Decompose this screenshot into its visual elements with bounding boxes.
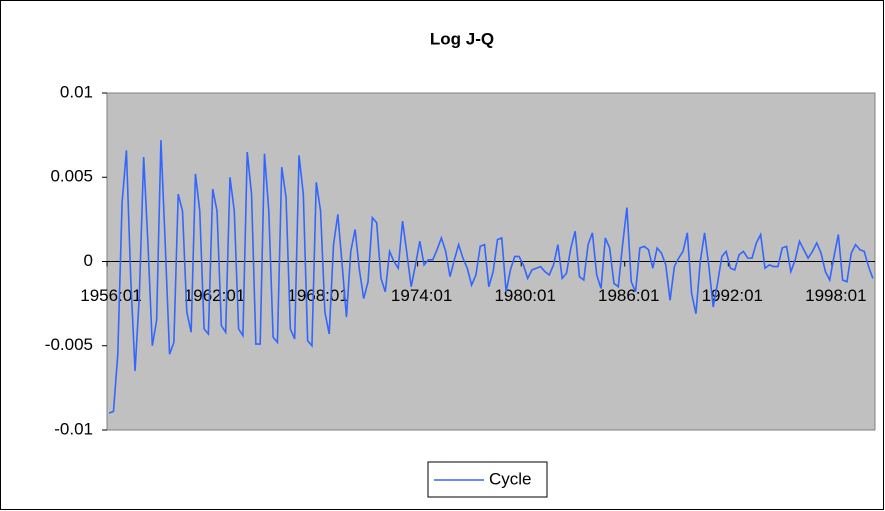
y-tick-label: 0.01 <box>60 82 93 101</box>
x-tick-label: 1968:01 <box>287 286 348 305</box>
x-tick-label: 1980:01 <box>494 286 555 305</box>
x-tick-label: 1986:01 <box>598 286 659 305</box>
y-tick-label: -0.01 <box>54 419 93 438</box>
y-tick-label: 0.005 <box>50 167 93 186</box>
legend-label: Cycle <box>489 469 532 488</box>
series-line <box>108 140 874 414</box>
y-tick-label: -0.005 <box>45 335 93 354</box>
x-tick-label: 1998:01 <box>805 286 866 305</box>
x-tick-label: 1974:01 <box>391 286 452 305</box>
x-tick-label: 1956:01 <box>80 286 141 305</box>
y-tick-label: 0 <box>84 251 93 270</box>
chart-title: Log J-Q <box>430 29 494 48</box>
x-tick-label: 1962:01 <box>184 286 245 305</box>
